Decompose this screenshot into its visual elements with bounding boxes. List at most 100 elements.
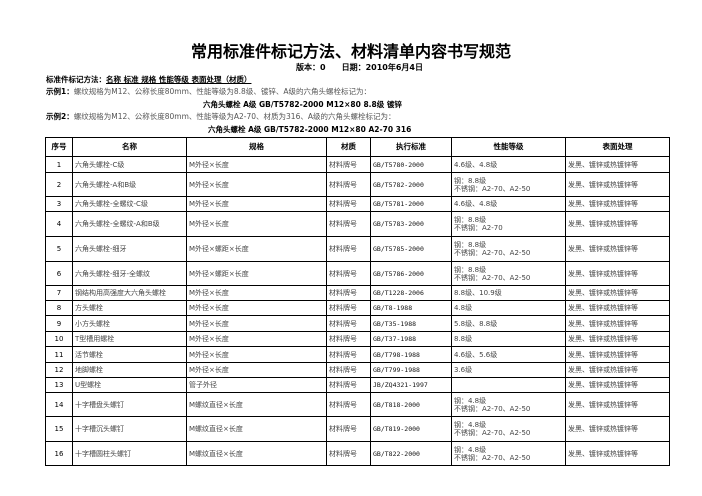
version: 版本：0 [296,63,326,72]
material: 材料牌号 [326,362,371,378]
table-row: 9 小方头螺栓 M外径×长度 材料牌号 GB/T35-1988 5.8级、8.8级 发黑、镀… [45,315,670,332]
spec: M外径×长度 [186,362,327,378]
table-row: 3 六角头螺栓-全螺纹-C级 M外径×长度 材料牌号 GB/T5781-2000 4.6级… [45,196,670,212]
row-number: 7 [45,285,73,301]
material: 材料牌号 [326,392,371,417]
column-header: 表面处理 [565,137,670,157]
row-number: 15 [45,416,73,442]
surface-treatment: 发黑、镀锌或热镀锌等 [565,416,670,442]
grade-line: 不锈钢：A2-70、A2-50 [454,453,531,462]
material: 材料牌号 [326,441,371,466]
table-row: 11 活节螺栓 M外径×长度 材料牌号 GB/T798-1988 4.6级、5.6级 发黑、… [45,346,670,363]
surface-treatment: 发黑、镀锌或热镀锌等 [565,172,670,197]
version-info: 版本：0 日期：2010年6月4日 [296,62,439,73]
part-name: U型螺栓 [72,377,187,393]
part-name: 十字槽盘头螺钉 [72,392,187,417]
spec: M外径×螺距×长度 [186,261,327,286]
part-name: 六角头螺栓-A和B级 [72,172,187,197]
grade-line: 4.6级、5.6级 [454,350,498,359]
part-name: 钢结构用高强度大六角头螺栓 [72,285,187,301]
table-row: 13 U型螺栓 管子外径 材料牌号 JB/ZQ4321-1997 发黑、镀锌或热镀锌等 [45,377,670,393]
spec: M外径×长度 [186,285,327,301]
surface-treatment: 发黑、镀锌或热镀锌等 [565,196,670,212]
material: 材料牌号 [326,172,371,197]
spec: M外径×螺距×长度 [186,236,327,262]
grade: 8.8级 [451,331,566,347]
column-header: 执行标准 [370,137,452,157]
row-number: 9 [45,315,73,332]
standard: GB/T822-2000 [370,441,452,466]
table-row: 12 地脚螺栓 M外径×长度 材料牌号 GB/T799-1988 3.6级 发黑、镀锌或热镀… [45,362,670,378]
column-header: 规格 [186,137,327,157]
grade-line: 钢：8.8级 [454,216,487,224]
row-number: 5 [45,236,73,262]
column-header: 序号 [45,137,73,157]
example2-line: 示例2：螺纹规格为M12、公称长度80mm、性能等级为A2-70、材质为316、… [46,111,395,122]
spec: M螺纹直径×长度 [186,441,327,466]
standard: JB/ZQ4321-1997 [370,377,452,393]
grade: 5.8级、8.8级 [451,315,566,332]
material: 材料牌号 [326,331,371,347]
surface-treatment: 发黑、镀锌或热镀锌等 [565,331,670,347]
row-number: 11 [45,346,73,363]
table-row: 2 六角头螺栓-A和B级 M外径×长度 材料牌号 GB/T5782-2000 钢：8.8级… [45,172,670,197]
standard: GB/T818-2000 [370,392,452,417]
grade: 4.6级、4.8级 [451,196,566,212]
part-name: 六角头螺栓-全螺纹-A和B级 [72,211,187,237]
surface-treatment: 发黑、镀锌或热镀锌等 [565,300,670,316]
table-row: 6 六角头螺栓-细牙-全螺纹 M外径×螺距×长度 材料牌号 GB/T5786-2000 钢… [45,261,670,286]
spec: M外径×长度 [186,331,327,347]
grade-line: 4.6级、4.8级 [454,200,498,208]
grade: 3.6级 [451,362,566,378]
standard: GB/T1228-2006 [370,285,452,301]
table-row: 7 钢结构用高强度大六角头螺栓 M外径×长度 材料牌号 GB/T1228-2006 8.8… [45,285,670,301]
example1-label: 示例1： [46,87,74,96]
spec: M外径×长度 [186,315,327,332]
surface-treatment: 发黑、镀锌或热镀锌等 [565,377,670,393]
table-row: 4 六角头螺栓-全螺纹-A和B级 M外径×长度 材料牌号 GB/T5783-2000 钢：… [45,211,670,237]
part-name: 六角头螺栓-C级 [72,156,187,173]
spec: M外径×长度 [186,156,327,173]
material: 材料牌号 [326,211,371,237]
table-row: 16 十字槽圆柱头螺钉 M螺纹直径×长度 材料牌号 GB/T822-2000 钢：4.8级… [45,441,670,466]
surface-treatment: 发黑、镀锌或热镀锌等 [565,285,670,301]
material: 材料牌号 [326,156,371,173]
standard: GB/T819-2000 [370,416,452,442]
column-header: 名称 [72,137,187,157]
standard: GB/T5781-2000 [370,196,452,212]
row-number: 3 [45,196,73,212]
grade: 钢：4.8级 不锈钢：A2-70、A2-50 [451,441,566,466]
row-number: 8 [45,300,73,316]
grade-line: 不锈钢：A2-70、A2-50 [454,429,531,437]
row-number: 4 [45,211,73,237]
row-number: 6 [45,261,73,286]
grade-line: 不锈钢：A2-70 [454,224,503,232]
surface-treatment: 发黑、镀锌或热镀锌等 [565,156,670,173]
part-name: 十字槽沉头螺钉 [72,416,187,442]
spec: M外径×长度 [186,346,327,363]
part-name: 十字槽圆柱头螺钉 [72,441,187,466]
grade-line: 8.8级 [454,335,473,343]
table-row: 1 六角头螺栓-C级 M外径×长度 材料牌号 GB/T5780-2000 4.6级、4.8… [45,156,670,173]
grade: 钢：8.8级 不锈钢：A2-70、A2-50 [451,261,566,286]
part-name: 方头螺栓 [72,300,187,316]
grade-line: 钢：4.8级 [454,396,487,405]
grade-line: 不锈钢：A2-70、A2-50 [454,404,531,413]
row-number: 2 [45,172,73,197]
row-number: 1 [45,156,73,173]
row-number: 16 [45,441,73,466]
spec: M外径×长度 [186,211,327,237]
method-value: 名称 标准 规格 性能等级 表面处理（材质） [106,75,252,84]
standard: GB/T5782-2000 [370,172,452,197]
column-header: 性能等级 [451,137,566,157]
standard: GB/T5780-2000 [370,156,452,173]
grade-line: 3.6级 [454,366,473,374]
material: 材料牌号 [326,416,371,442]
grade: 钢：4.8级 不锈钢：A2-70、A2-50 [451,416,566,442]
table-row: 5 六角头螺栓-细牙 M外径×螺距×长度 材料牌号 GB/T5785-2000 钢：8.8… [45,236,670,262]
spec: M螺纹直径×长度 [186,416,327,442]
surface-treatment: 发黑、镀锌或热镀锌等 [565,441,670,466]
table-row: 14 十字槽盘头螺钉 M螺纹直径×长度 材料牌号 GB/T818-2000 钢：4.8级不… [45,392,670,417]
grade-line: 5.8级、8.8级 [454,319,498,328]
grade: 钢：8.8级 不锈钢：A2-70、A2-50 [451,236,566,262]
